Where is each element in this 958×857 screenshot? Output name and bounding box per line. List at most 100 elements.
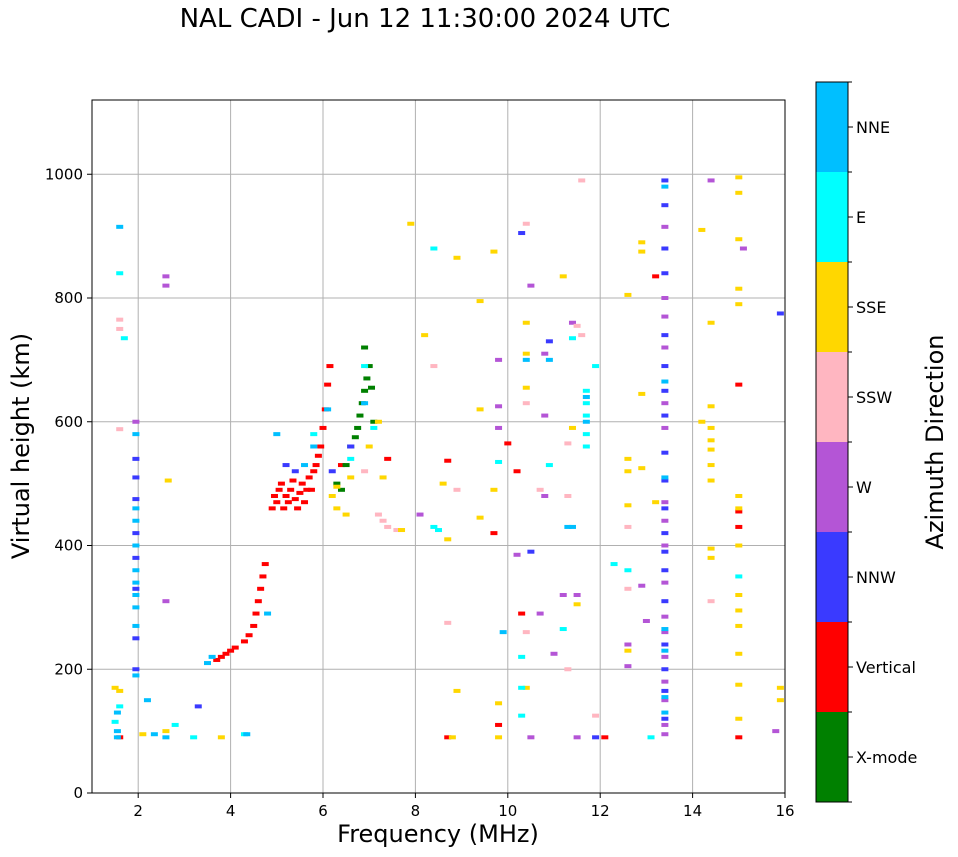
- echo-point: [564, 441, 572, 446]
- echo-point: [522, 685, 530, 690]
- echo-points: [111, 175, 784, 740]
- echo-point: [384, 456, 392, 461]
- echo-point: [638, 240, 646, 245]
- echo-point: [735, 506, 743, 511]
- echo-point: [735, 608, 743, 613]
- echo-point: [164, 478, 172, 483]
- colorbar-swatch: [816, 262, 848, 352]
- echo-point: [307, 487, 315, 492]
- echo-point: [661, 333, 669, 338]
- echo-point: [638, 583, 646, 588]
- y-axis-label: Virtual height (km): [7, 333, 35, 559]
- echo-point: [518, 713, 526, 718]
- echo-point: [735, 574, 743, 579]
- echo-point: [624, 568, 632, 573]
- echo-point: [116, 317, 124, 322]
- echo-point: [132, 623, 140, 628]
- echo-point: [735, 509, 743, 514]
- colorbar-swatch: [816, 82, 848, 172]
- x-tick-label: 14: [683, 802, 702, 820]
- chart-title: NAL CADI - Jun 12 11:30:00 2024 UTC: [179, 4, 671, 34]
- echo-point: [624, 524, 632, 529]
- echo-point: [647, 735, 655, 740]
- echo-point: [222, 651, 230, 656]
- colorbar-category-label: NNE: [856, 118, 890, 137]
- echo-point: [444, 537, 452, 542]
- colorbar: X-mode Vertical NNW W SSW SSE E NNE: [815, 81, 917, 803]
- echo-point: [444, 620, 452, 625]
- echo-point: [661, 184, 669, 189]
- echo-point: [303, 487, 311, 492]
- x-tick-label: 12: [591, 802, 610, 820]
- echo-point: [393, 528, 401, 533]
- echo-point: [661, 543, 669, 548]
- echo-point: [522, 385, 530, 390]
- grid: [92, 100, 786, 794]
- echo-point: [573, 323, 581, 328]
- echo-point: [513, 552, 521, 557]
- echo-point: [707, 546, 715, 551]
- echo-point: [347, 444, 355, 449]
- echo-point: [231, 645, 239, 650]
- echo-point: [624, 469, 632, 474]
- echo-point: [333, 484, 341, 489]
- echo-point: [661, 614, 669, 619]
- echo-point: [333, 481, 341, 486]
- echo-point: [217, 735, 225, 740]
- echo-point: [328, 494, 336, 498]
- echo-point: [268, 506, 276, 511]
- x-tick-label: 2: [133, 802, 143, 820]
- echo-point: [624, 648, 632, 653]
- echo-point: [661, 345, 669, 350]
- echo-point: [545, 339, 553, 344]
- echo-point: [624, 292, 632, 297]
- echo-point: [495, 357, 503, 362]
- echo-point: [310, 444, 318, 449]
- echo-point: [379, 475, 387, 480]
- echo-point: [398, 528, 406, 533]
- echo-point: [261, 562, 269, 567]
- echo-point: [568, 336, 576, 341]
- echo-point: [661, 580, 669, 585]
- echo-point: [245, 633, 253, 638]
- echo-point: [227, 648, 235, 653]
- colorbar-category-label: SSE: [856, 298, 886, 317]
- echo-point: [162, 283, 170, 288]
- echo-point: [351, 435, 359, 440]
- echo-point: [735, 190, 743, 195]
- echo-point: [139, 732, 147, 737]
- y-tick-label: 600: [54, 413, 83, 431]
- echo-point: [143, 698, 151, 703]
- echo-point: [499, 630, 507, 635]
- echo-point: [301, 463, 309, 468]
- echo-point: [116, 427, 124, 432]
- echo-point: [735, 682, 743, 687]
- colorbar-category-label: X-mode: [856, 748, 917, 767]
- series-e: [111, 246, 743, 740]
- echo-point: [707, 178, 715, 183]
- echo-point: [624, 456, 632, 461]
- echo-point: [310, 432, 318, 437]
- echo-point: [116, 224, 124, 229]
- echo-point: [624, 503, 632, 508]
- echo-point: [354, 425, 362, 430]
- echo-point: [582, 388, 590, 393]
- echo-point: [661, 549, 669, 554]
- echo-point: [707, 447, 715, 452]
- echo-point: [113, 729, 121, 734]
- echo-point: [573, 602, 581, 607]
- echo-point: [735, 735, 743, 740]
- echo-point: [337, 487, 345, 492]
- echo-point: [661, 568, 669, 573]
- echo-point: [324, 407, 332, 412]
- echo-point: [527, 283, 535, 288]
- echo-point: [661, 246, 669, 251]
- echo-point: [707, 555, 715, 560]
- echo-point: [735, 382, 743, 387]
- x-tick-label: 16: [775, 802, 794, 820]
- colorbar-swatch: [816, 352, 848, 442]
- series-sse: [111, 175, 784, 740]
- echo-point: [116, 688, 124, 693]
- echo-point: [582, 444, 590, 449]
- echo-point: [333, 506, 341, 511]
